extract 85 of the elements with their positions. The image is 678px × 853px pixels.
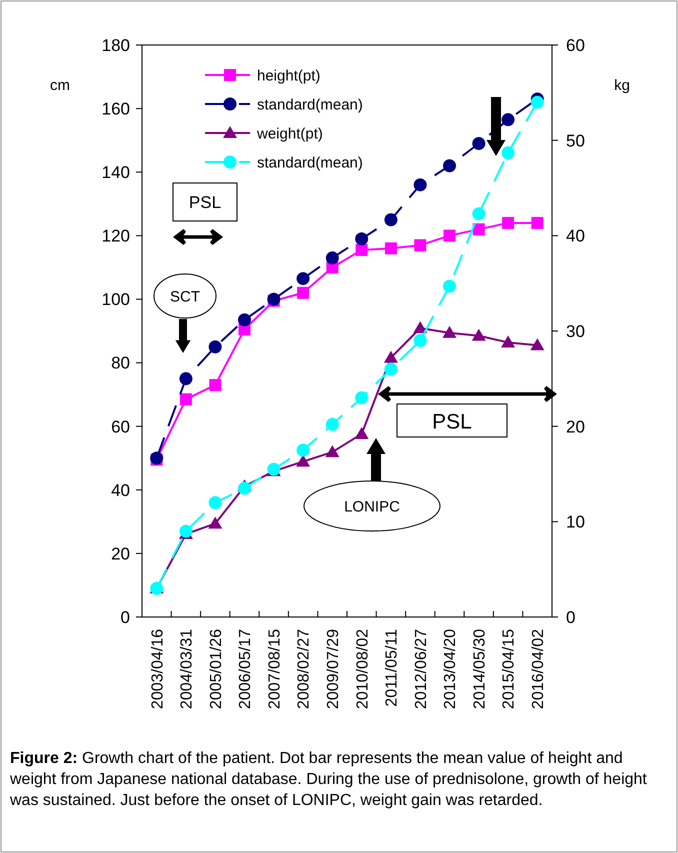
point <box>179 524 192 538</box>
point <box>443 159 456 172</box>
x-tick-label: 2005/01/26 <box>208 628 225 710</box>
point <box>384 362 398 376</box>
point <box>238 313 251 326</box>
point <box>238 482 251 495</box>
x-tick-label: 2006/05/17 <box>237 628 254 710</box>
y-tick-label: 80 <box>111 354 130 373</box>
point <box>472 137 486 150</box>
y-tick-label: 0 <box>120 608 130 627</box>
legend-label: weight(pt) <box>256 125 323 142</box>
point <box>501 335 516 348</box>
y2-tick-label: 0 <box>566 608 576 627</box>
y-tick-label: 160 <box>102 100 130 119</box>
point <box>502 216 514 229</box>
y-tick-label: 180 <box>102 36 130 55</box>
legend-label: standard(mean) <box>257 96 363 114</box>
legend-label: height(pt) <box>257 67 320 84</box>
point <box>531 216 544 229</box>
y-tick-label: 40 <box>111 480 130 500</box>
annotation: PSL <box>432 410 472 434</box>
point <box>414 239 426 252</box>
point <box>502 113 515 126</box>
x-tick-label: 2011/05/11 <box>384 628 401 707</box>
y-axis-title: cm <box>50 77 70 94</box>
annotation: PSL <box>188 192 222 212</box>
point <box>208 516 222 529</box>
x-tick-label: 2009/07/29 <box>324 628 342 710</box>
caption: Figure 2: Growth chart of the patient. Dot bar represents the mean value of height and weight from Japanese national database. During the use of prednisolone, growth of height was sustained. Just before the onset of LONIPC, weight gain was retarded. <box>10 749 648 811</box>
x-tick-label: 2010/08/02 <box>354 628 372 710</box>
point <box>297 286 310 299</box>
x-tick-label: 2015/04/15 <box>500 628 518 710</box>
point <box>326 251 339 264</box>
point <box>179 372 192 386</box>
y2-tick-label: 30 <box>566 322 585 341</box>
point <box>502 146 515 160</box>
point <box>384 213 398 226</box>
point <box>355 232 368 246</box>
x-tick-label: 2004/03/31 <box>178 628 196 710</box>
y2-tick-label: 60 <box>566 36 585 55</box>
y-tick-label: 140 <box>102 163 130 182</box>
legend-label: standard(mean) <box>257 154 363 172</box>
y-tick-label: 60 <box>111 417 130 436</box>
point <box>296 454 310 467</box>
point <box>296 272 310 286</box>
y-tick-label: 120 <box>102 226 130 246</box>
y2-tick-label: 50 <box>566 131 585 150</box>
x-tick-label: 2012/06/27 <box>412 628 430 710</box>
point <box>208 496 222 510</box>
point <box>472 328 486 341</box>
point <box>354 426 369 439</box>
point <box>442 326 456 338</box>
point <box>472 207 486 220</box>
point <box>384 350 398 363</box>
y2-tick-label: 10 <box>566 512 585 532</box>
point <box>444 230 456 242</box>
x-tick-label: 2003/04/16 <box>149 628 166 710</box>
point <box>209 379 222 392</box>
y-tick-label: 100 <box>102 290 130 310</box>
point <box>180 393 192 406</box>
x-tick-label: 2016/04/02 <box>530 628 547 710</box>
point <box>472 223 485 236</box>
y2-tick-label: 20 <box>566 417 585 436</box>
y-tick-label: 20 <box>111 544 130 564</box>
point <box>355 391 368 404</box>
point <box>325 445 340 458</box>
x-tick-label: 2007/08/15 <box>266 628 284 710</box>
point <box>356 244 368 256</box>
annotation: LONIPC <box>344 498 400 516</box>
y2-axis-title: kg <box>614 77 630 94</box>
point <box>413 321 428 334</box>
point <box>326 418 339 431</box>
point <box>414 178 427 192</box>
point <box>384 242 397 254</box>
point <box>296 444 310 457</box>
point <box>530 338 544 350</box>
point <box>443 280 456 293</box>
y2-tick-label: 40 <box>566 226 585 246</box>
x-tick-label: 2013/04/20 <box>442 628 460 710</box>
point <box>414 334 427 348</box>
x-tick-label: 2014/05/30 <box>471 628 488 710</box>
point <box>208 340 222 354</box>
point <box>530 96 544 109</box>
x-tick-label: 2008/02/27 <box>296 628 313 710</box>
annotation: SCT <box>170 288 200 306</box>
